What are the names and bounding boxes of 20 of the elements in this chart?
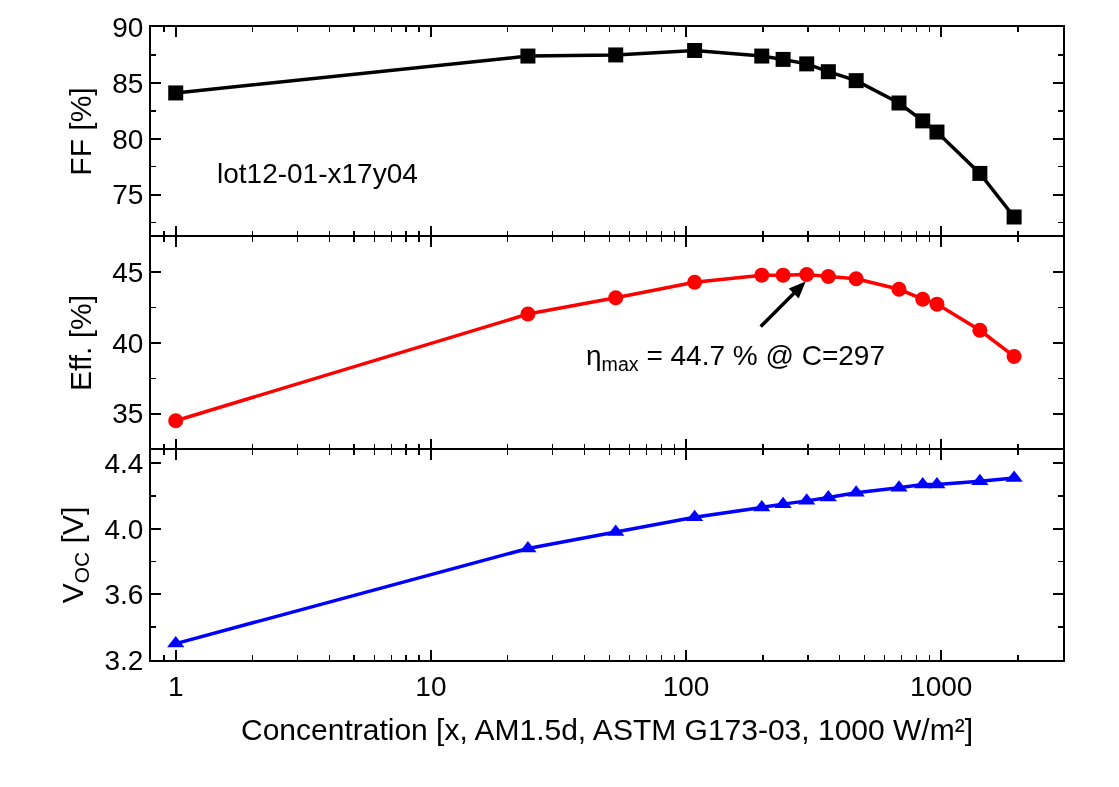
y-tick-label: 4.4 <box>104 447 144 479</box>
y-tick-label: 35 <box>112 398 144 430</box>
y-tick-label: 45 <box>112 257 144 289</box>
y-tick-label: 3.6 <box>104 579 144 611</box>
x-axis-title: Concentration [x, AM1.5d, ASTM G173-03, 1000 W/m²] <box>241 712 973 746</box>
x-tick-label: 10 <box>415 670 447 702</box>
annotation: lot12-01-x17y04 <box>217 158 418 189</box>
y-tick-label: 3.2 <box>104 644 144 676</box>
y-tick-label: 80 <box>112 123 144 155</box>
x-tick-label: 1 <box>167 670 184 702</box>
y-tick-label: 4.0 <box>104 513 144 545</box>
y-tick-label: 40 <box>112 327 144 359</box>
x-tick-label: 100 <box>662 670 710 702</box>
y-axis-title: Eff. [%] <box>63 294 97 392</box>
y-axis-title: FF [%] <box>63 87 97 176</box>
annotation: η$_{max}$ = 44.7 % @ C=297 <box>586 340 885 375</box>
y-tick-label: 85 <box>112 67 144 99</box>
x-tick-label: 1000 <box>910 670 973 702</box>
y-tick-label: 90 <box>112 11 144 43</box>
y-tick-label: 75 <box>112 179 144 211</box>
